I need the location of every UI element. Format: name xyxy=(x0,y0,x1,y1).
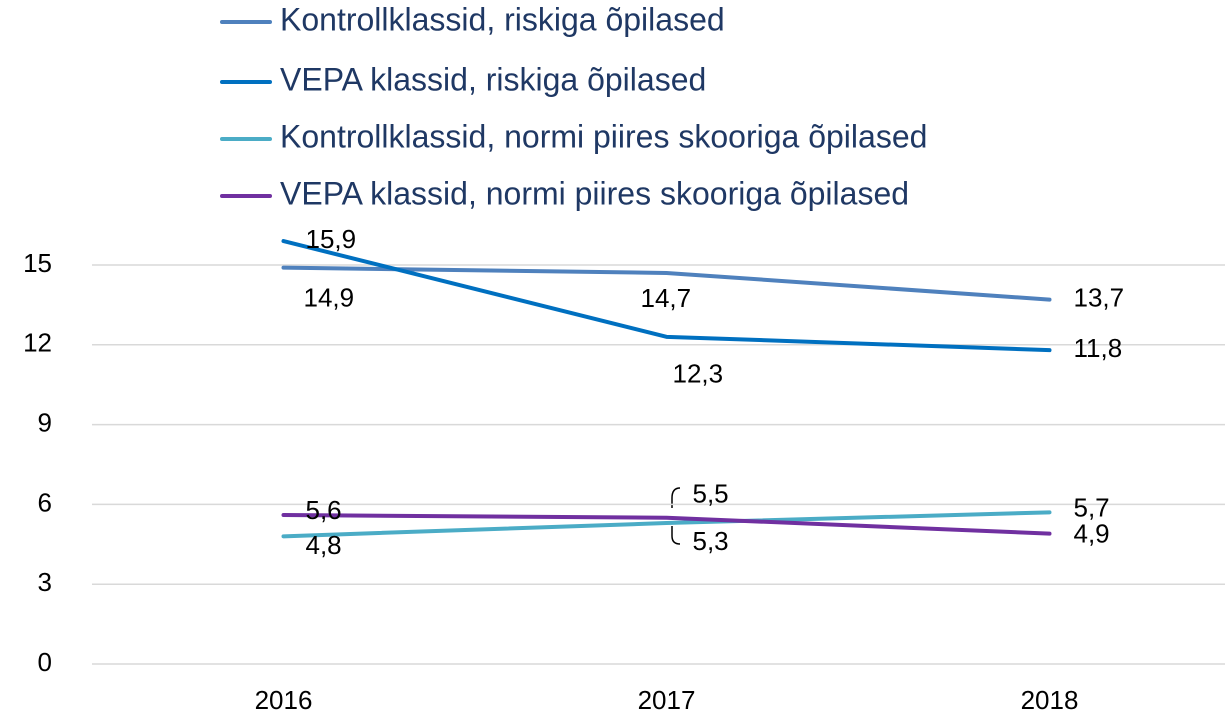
data-label: 4,8 xyxy=(306,530,342,560)
data-label: 15,9 xyxy=(306,224,357,254)
y-tick-label: 9 xyxy=(38,407,52,437)
data-label: 14,7 xyxy=(641,283,692,313)
legend-label: VEPA klassid, riskiga õpilased xyxy=(280,61,706,97)
data-label: 5,5 xyxy=(693,479,729,509)
data-label: 5,6 xyxy=(306,495,342,525)
data-label: 14,9 xyxy=(304,283,355,313)
y-tick-label: 12 xyxy=(23,328,52,358)
legend-label: VEPA klassid, normi piires skooriga õpil… xyxy=(280,175,909,211)
data-label: 13,7 xyxy=(1074,282,1125,312)
series-line xyxy=(281,265,1052,302)
y-tick-label: 3 xyxy=(38,567,52,597)
x-tick-label: 2017 xyxy=(638,685,696,715)
y-tick-label: 0 xyxy=(38,647,52,677)
series-line xyxy=(281,510,1052,539)
data-label: 11,8 xyxy=(1074,333,1123,363)
data-label: 12,3 xyxy=(673,359,724,389)
label-leader xyxy=(671,487,681,545)
series-line xyxy=(281,239,1052,353)
data-label: 5,3 xyxy=(693,526,729,556)
series-line xyxy=(281,513,1052,536)
data-label: 4,9 xyxy=(1074,519,1110,549)
x-tick-label: 2018 xyxy=(1021,685,1079,715)
legend-label: Kontrollklassid, riskiga õpilased xyxy=(280,1,725,37)
x-tick-label: 2016 xyxy=(255,685,313,715)
legend-label: Kontrollklassid, normi piires skooriga õ… xyxy=(280,118,927,154)
data-label: 5,7 xyxy=(1074,492,1110,522)
y-tick-label: 15 xyxy=(23,248,52,278)
y-tick-label: 6 xyxy=(38,487,52,517)
